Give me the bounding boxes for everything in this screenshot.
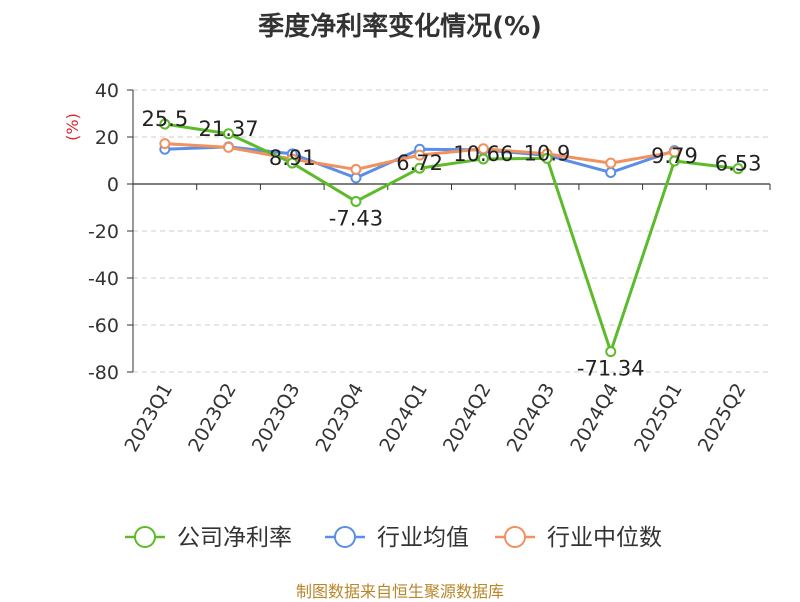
legend-marker-circle xyxy=(334,526,356,548)
data-label: 25.5 xyxy=(141,107,188,131)
series-points xyxy=(159,118,744,358)
data-point xyxy=(477,153,489,165)
data-label: -7.43 xyxy=(329,206,383,230)
data-point xyxy=(605,346,617,358)
x-tick-label: 2025Q1 xyxy=(630,380,687,456)
data-point xyxy=(732,163,744,175)
y-tick-label: 20 xyxy=(95,127,119,149)
x-tick-label: 2023Q1 xyxy=(120,380,177,456)
x-tick-label: 2024Q3 xyxy=(503,380,560,456)
x-tick-label: 2023Q2 xyxy=(184,380,241,456)
data-label: 8.91 xyxy=(269,146,316,170)
data-label: 6.72 xyxy=(396,151,443,175)
data-point xyxy=(286,157,298,169)
data-point xyxy=(668,155,680,167)
y-axis-title: (%) xyxy=(63,113,82,141)
data-point xyxy=(223,141,235,153)
data-point xyxy=(477,143,489,155)
series-line xyxy=(163,122,740,354)
y-tick-label: -80 xyxy=(88,362,119,384)
legend-marker-circle xyxy=(504,526,526,548)
data-point xyxy=(605,166,617,178)
data-point xyxy=(414,162,426,174)
data-point xyxy=(350,195,362,207)
data-label: 10.9 xyxy=(524,141,571,165)
legend: 公司净利率 行业均值 行业中位数 xyxy=(125,525,662,551)
y-tick-label: -40 xyxy=(88,268,119,290)
chart-title: 季度净利率变化情况(%) xyxy=(258,12,542,42)
data-point xyxy=(159,118,171,130)
data-label: 9.79 xyxy=(651,144,698,168)
data-label: 10.66 xyxy=(453,142,513,166)
data-labels: 25.5 21.37 8.91 -7.43 6.72 10.66 10.9 -71.34 9.7… xyxy=(141,107,761,381)
data-point xyxy=(414,149,426,161)
x-tick-label: 2024Q1 xyxy=(375,380,432,456)
data-point xyxy=(223,128,235,140)
y-tick-label: -60 xyxy=(88,315,119,337)
data-label: 21.37 xyxy=(198,117,258,141)
data-point xyxy=(605,157,617,169)
legend-label: 公司净利率 xyxy=(177,525,292,551)
data-point xyxy=(541,152,553,164)
y-tick-label: -20 xyxy=(88,221,119,243)
data-source-note: 制图数据来自恒生聚源数据库 xyxy=(295,582,504,601)
x-tick-label: 2023Q4 xyxy=(312,380,369,456)
data-label: 6.53 xyxy=(715,152,762,176)
y-tick-label: 0 xyxy=(107,174,119,196)
y-tick-label: 40 xyxy=(95,80,119,102)
legend-label: 行业均值 xyxy=(377,525,469,551)
x-tick-label: 2023Q3 xyxy=(248,380,305,456)
data-point xyxy=(159,138,171,150)
legend-label: 行业中位数 xyxy=(547,525,662,551)
data-point xyxy=(350,163,362,175)
x-tick-label: 2025Q2 xyxy=(694,380,751,456)
legend-marker-circle xyxy=(134,526,156,548)
x-tick-label: 2024Q2 xyxy=(439,380,496,456)
x-tick-label: 2024Q4 xyxy=(566,380,623,456)
data-label: -71.34 xyxy=(577,357,645,381)
